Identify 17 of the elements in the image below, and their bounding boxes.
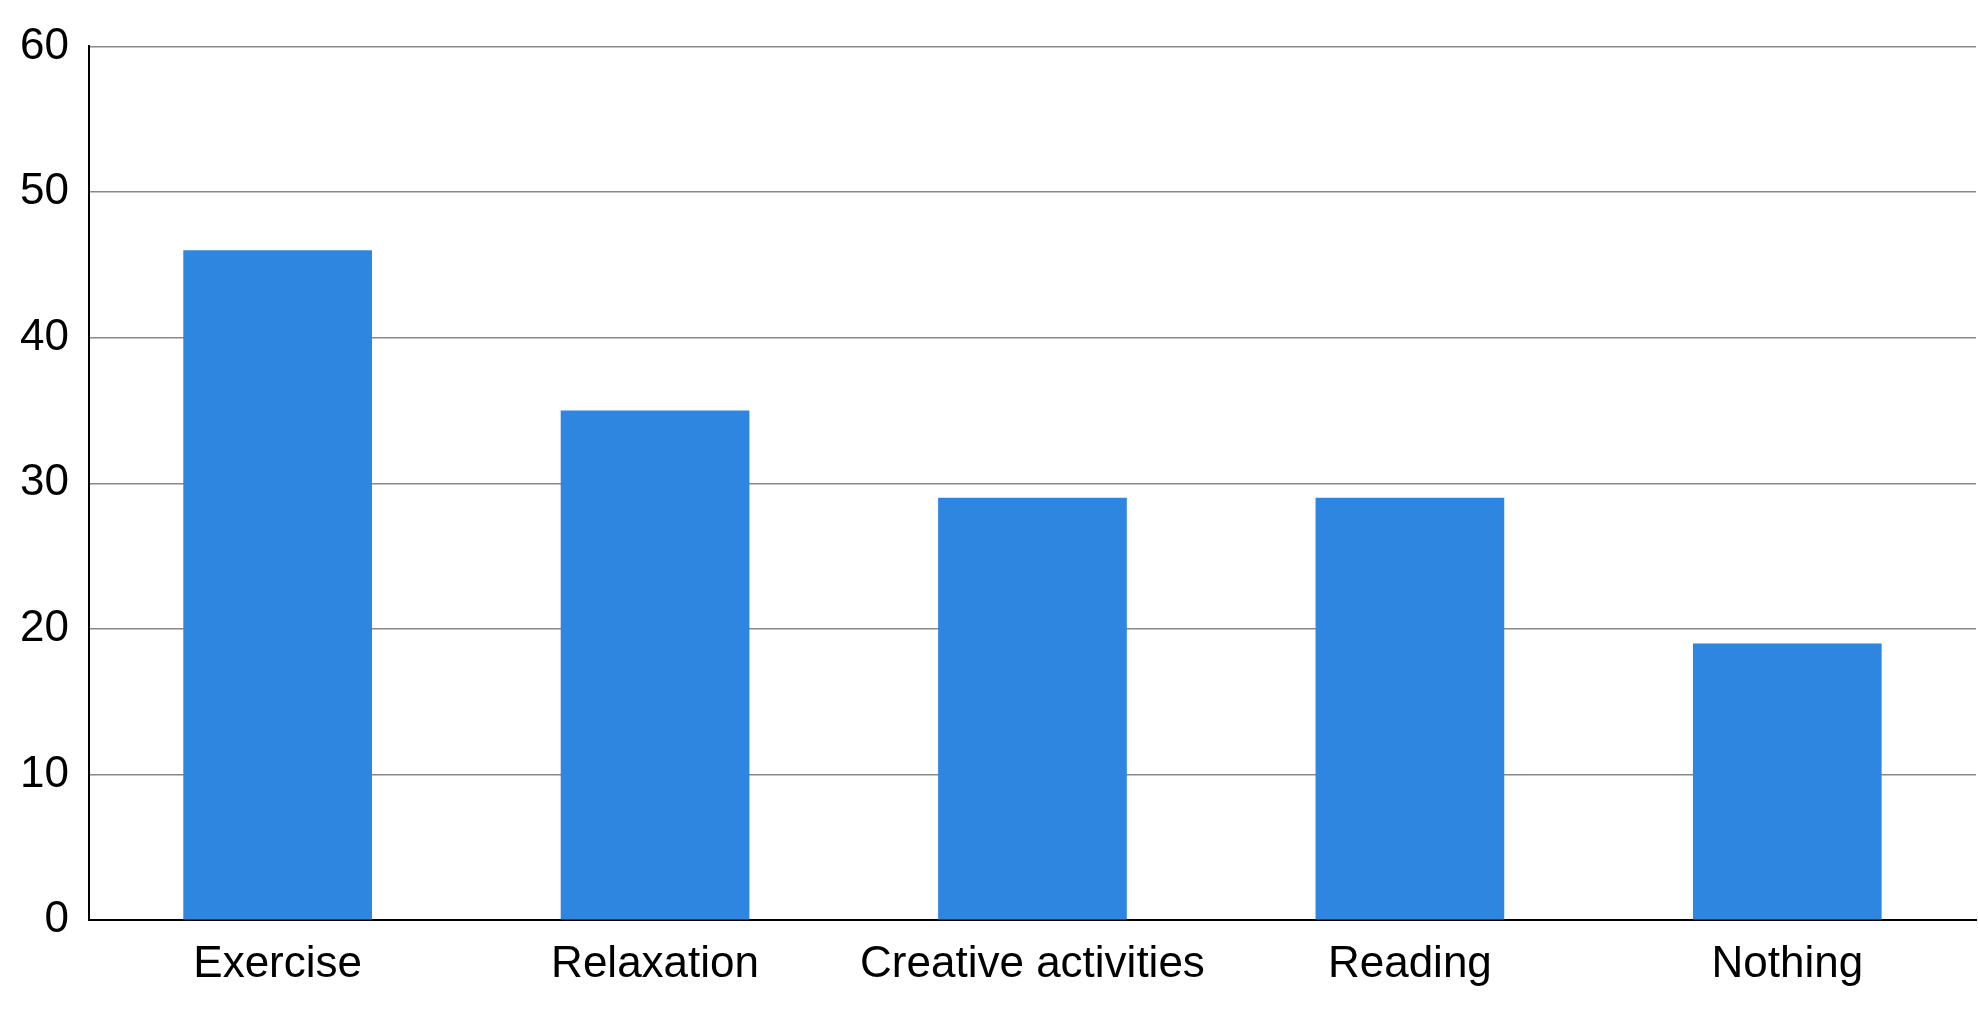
x-tick-label: Creative activities (860, 936, 1205, 986)
x-tick-label: Nothing (1711, 936, 1864, 986)
y-tick-label: 50 (19, 164, 69, 214)
bar (560, 410, 750, 920)
y-tick-label: 10 (19, 746, 69, 796)
x-tick-label: Reading (1327, 936, 1492, 986)
y-tick-label: 20 (19, 601, 69, 651)
y-tick-label: 0 (44, 892, 69, 942)
y-tick-label: 40 (19, 309, 69, 359)
bar (1315, 497, 1505, 920)
x-tick-label: Exercise (193, 936, 363, 986)
bar (938, 497, 1127, 920)
bar (1692, 643, 1882, 920)
bar (183, 250, 372, 920)
x-tick-label: Relaxation (551, 936, 760, 986)
y-tick-label: 30 (19, 455, 69, 505)
y-tick-label: 60 (19, 18, 69, 68)
